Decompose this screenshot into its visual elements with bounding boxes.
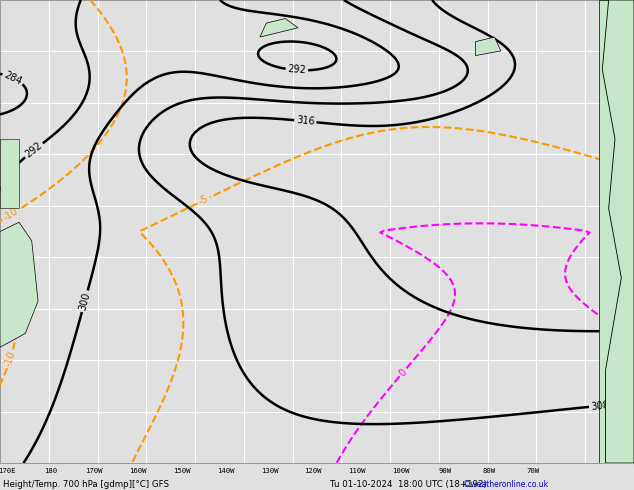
- Text: 180: 180: [44, 467, 57, 474]
- Text: 292: 292: [287, 65, 306, 75]
- Text: 120W: 120W: [304, 467, 322, 474]
- Polygon shape: [476, 37, 501, 55]
- Text: Height/Temp. 700 hPa [gdmp][°C] GFS: Height/Temp. 700 hPa [gdmp][°C] GFS: [3, 480, 169, 489]
- Text: -10: -10: [624, 2, 634, 20]
- Text: 284: 284: [3, 70, 23, 87]
- Text: 100W: 100W: [392, 467, 410, 474]
- Text: 0: 0: [397, 367, 409, 378]
- Text: 140W: 140W: [217, 467, 235, 474]
- Polygon shape: [599, 0, 634, 463]
- Polygon shape: [602, 0, 634, 463]
- Text: -10: -10: [1, 206, 20, 223]
- FancyBboxPatch shape: [0, 139, 19, 208]
- Text: 110W: 110W: [349, 467, 366, 474]
- Text: ©weatheronline.co.uk: ©weatheronline.co.uk: [463, 481, 548, 490]
- Text: 90W: 90W: [438, 467, 451, 474]
- Text: Tu 01-10-2024  18:00 UTC (18+192): Tu 01-10-2024 18:00 UTC (18+192): [330, 480, 486, 489]
- Polygon shape: [0, 222, 38, 347]
- Text: -10: -10: [3, 350, 18, 368]
- Text: 80W: 80W: [482, 467, 495, 474]
- Text: 150W: 150W: [173, 467, 190, 474]
- Text: 170E: 170E: [0, 467, 15, 474]
- Text: 70W: 70W: [526, 467, 539, 474]
- Text: -5: -5: [197, 194, 210, 207]
- Text: 300: 300: [77, 291, 92, 312]
- Text: 292: 292: [23, 141, 44, 160]
- Text: 170W: 170W: [86, 467, 103, 474]
- Polygon shape: [260, 19, 298, 37]
- Text: 316: 316: [295, 115, 315, 127]
- Text: 130W: 130W: [261, 467, 278, 474]
- Text: 308: 308: [590, 400, 610, 412]
- Text: 160W: 160W: [129, 467, 146, 474]
